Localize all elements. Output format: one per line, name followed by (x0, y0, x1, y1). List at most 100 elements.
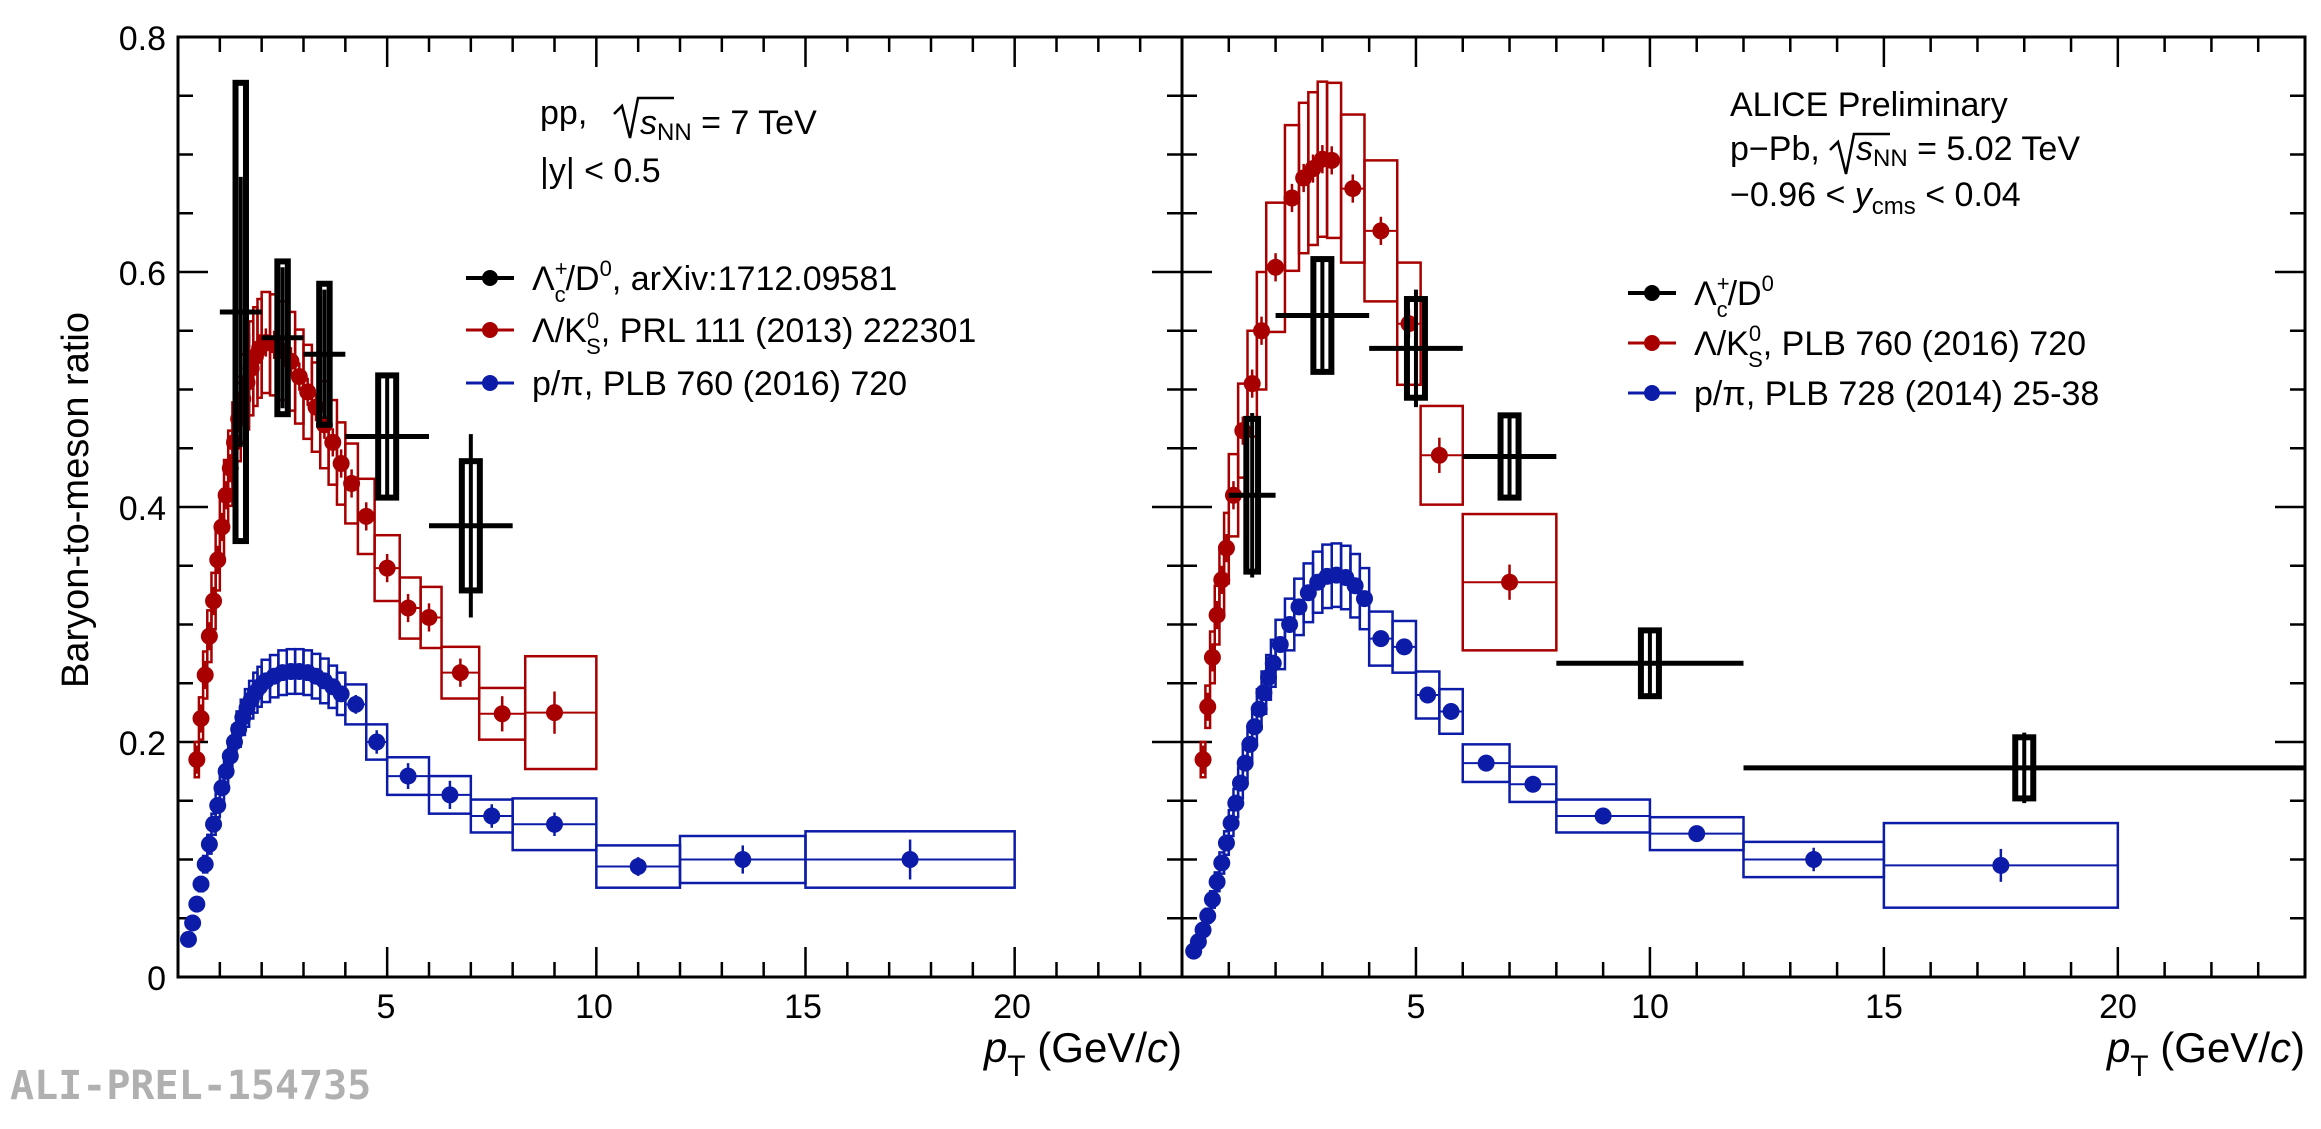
series-proton (1185, 542, 2120, 960)
data-point (1267, 258, 1285, 276)
data-point (332, 455, 350, 473)
left-panel-data (179, 79, 1016, 948)
data-point (546, 815, 563, 833)
data-point (1419, 686, 1437, 704)
data-point (1688, 825, 1706, 843)
y-tick-labels: 0.8 0.6 0.4 0.2 0 (119, 20, 166, 998)
series-lc (219, 79, 513, 618)
data-point (332, 685, 350, 703)
data-point (357, 507, 375, 525)
legend-label-lambda: Λ/K0 S, PRL 111 (2013) 222301 (532, 308, 976, 359)
x-tick-label-right-15: 15 (1865, 988, 1903, 1026)
data-point (192, 875, 210, 893)
data-point (1442, 702, 1460, 720)
data-point (546, 704, 563, 722)
left-energy: sNN = 7 TeV (640, 104, 817, 146)
right-annotation: ALICE Preliminary p−Pb, sNN = 5.02 TeV −… (1730, 86, 2080, 220)
legend-entry-lc: Λ+ c/D0 (1628, 271, 1774, 322)
sqrt-symbol (1829, 132, 1890, 175)
y-tick-label: 0.6 (119, 255, 166, 293)
legend-entry-lambda: Λ/K0 S, PRL 111 (2013) 222301 (466, 308, 976, 359)
right-panel-data (1185, 80, 2305, 960)
legend-label-lc: Λ+ c/D0, arXiv:1712.09581 (532, 256, 897, 307)
data-point (441, 786, 459, 804)
y-tick-label: 0 (147, 960, 166, 998)
data-point (1524, 775, 1542, 793)
data-point (205, 592, 223, 610)
data-point (1194, 921, 1212, 939)
legend-entry-proton: p/π, PLB 760 (2016) 720 (466, 365, 907, 403)
legend-label-proton: p/π, PLB 760 (2016) 720 (532, 365, 907, 403)
data-point (734, 851, 752, 868)
data-point (483, 807, 501, 825)
data-point (1283, 189, 1301, 207)
legend-entry-lambda: Λ/K0 S, PLB 760 (2016) 720 (1628, 321, 2086, 372)
data-point (200, 627, 218, 645)
data-point (1992, 856, 2010, 874)
right-legend: Λ+ c/D0 Λ/K0 S, PLB 760 (2016) 720 p/π, PL… (1628, 271, 2099, 413)
data-point (1430, 446, 1448, 464)
data-point (1208, 606, 1226, 624)
data-point (1199, 698, 1217, 716)
series-lc (1228, 256, 2305, 804)
x-tick-label-left-15: 15 (784, 988, 822, 1026)
data-point (1290, 598, 1308, 616)
data-point (1217, 834, 1235, 852)
right-collision-system: p−Pb, (1730, 130, 1820, 168)
data-point (451, 664, 469, 682)
axis-ticks (178, 35, 2305, 979)
x-tick-label-left-10: 10 (575, 988, 613, 1026)
data-point (184, 914, 202, 932)
data-point (1222, 814, 1240, 832)
data-point (1241, 735, 1259, 753)
data-point (188, 895, 206, 913)
y-tick-label: 0.8 (119, 20, 166, 58)
data-point (209, 551, 227, 569)
x-tick-label-right-5: 5 (1407, 988, 1426, 1026)
data-point (299, 383, 317, 401)
data-point (1281, 616, 1299, 633)
data-point (1395, 638, 1413, 656)
data-point (213, 779, 231, 797)
collaboration-label: ALICE Preliminary (1730, 86, 2008, 124)
x-tick-label-right-10: 10 (1631, 988, 1669, 1026)
data-point (290, 368, 308, 386)
data-point (1344, 180, 1362, 198)
data-point (205, 815, 223, 833)
x-axis-label-left: pT (GeV/c) (982, 1024, 1182, 1083)
data-point (1805, 851, 1823, 868)
data-point (1255, 684, 1273, 702)
left-legend: Λ+ c/D0, arXiv:1712.09581 Λ/K0 S, PRL 111 … (466, 256, 976, 403)
sqrt-symbol (613, 96, 674, 139)
x-tick-label-left-20: 20 (993, 988, 1031, 1026)
data-point (378, 559, 396, 577)
data-point (1477, 754, 1495, 772)
data-point (1236, 754, 1254, 772)
y-tick-label: 0.4 (119, 490, 166, 528)
left-rapidity: |y| < 0.5 (540, 152, 661, 190)
y-tick-label: 0.2 (119, 725, 166, 763)
data-point (217, 762, 235, 780)
data-point (1323, 151, 1341, 169)
legend-entry-proton: p/π, PLB 728 (2014) 25-38 (1628, 375, 2099, 413)
data-point (629, 858, 647, 876)
legend-label-proton: p/π, PLB 728 (2014) 25-38 (1694, 375, 2099, 413)
x-axis-label-right: pT (GeV/c) (2105, 1024, 2305, 1083)
data-point (217, 486, 235, 504)
left-annotation: pp, sNN = 7 TeV |y| < 0.5 (540, 94, 817, 190)
y-axis-label: Baryon-to-meson ratio (55, 312, 97, 688)
data-point (1264, 654, 1282, 672)
data-point (1260, 668, 1278, 686)
data-point (188, 751, 206, 769)
data-point (343, 475, 361, 492)
data-point (1213, 854, 1231, 872)
data-point (1355, 590, 1373, 608)
legend-entry-lc: Λ+ c/D0, arXiv:1712.09581 (466, 256, 897, 307)
data-point (1372, 630, 1390, 648)
right-rapidity: −0.96 < ycms < 0.04 (1730, 176, 2021, 220)
series-proton (179, 647, 1016, 948)
series-lambda (188, 290, 598, 779)
preliminary-id-watermark: ALI-PREL-154735 (10, 1063, 371, 1109)
data-point (399, 767, 417, 785)
data-point (1372, 222, 1390, 240)
